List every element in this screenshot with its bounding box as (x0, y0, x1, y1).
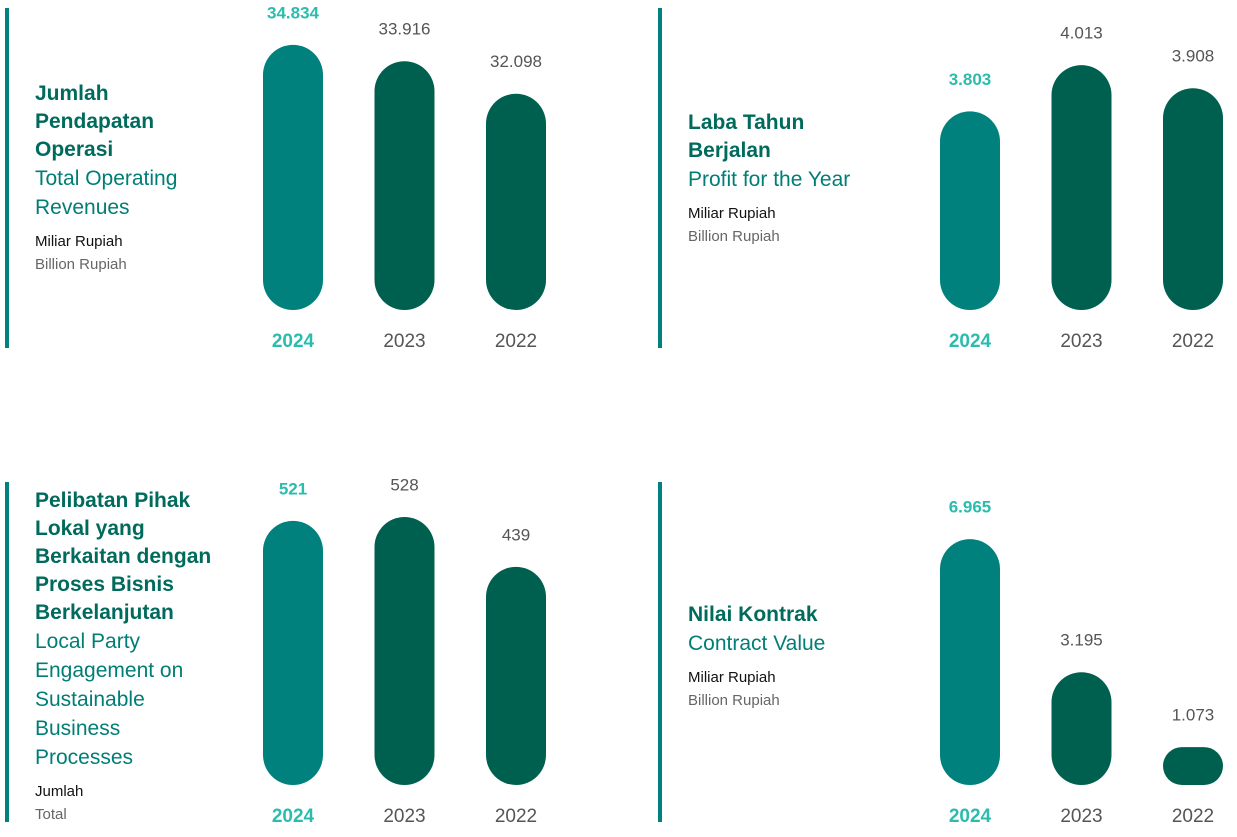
bar (940, 111, 1000, 310)
panel-subtitle: Total Operating Revenues (35, 167, 178, 219)
x-tick-label: 2022 (495, 331, 537, 352)
unit-label: Total (35, 805, 67, 823)
panel-subtitle: Contract Value (688, 631, 826, 655)
value-label: 521 (279, 479, 307, 498)
panel-title: Pelibatan Pihak Lokal yang Berkaitan den… (35, 488, 212, 624)
panel-text: Jumlah Pendapatan Operasi Total Operating… (35, 0, 215, 356)
panel-rule (5, 8, 9, 348)
x-tick-label: 2024 (272, 806, 315, 827)
x-tick-label: 2023 (1060, 331, 1102, 352)
bar (486, 93, 546, 310)
unit-label: Billion Rupiah (688, 691, 780, 709)
bar (374, 516, 435, 785)
panel-subtitle: Profit for the Year (688, 167, 851, 191)
value-label: 6.965 (949, 498, 992, 517)
bar (374, 61, 435, 311)
panel-rule (5, 482, 9, 822)
x-tick-label: 2023 (383, 806, 425, 827)
x-tick-label: 2024 (272, 331, 315, 352)
unit-label: Billion Rupiah (688, 227, 780, 245)
panel-title: Nilai Kontrak (688, 602, 818, 626)
x-tick-label: 2023 (1060, 806, 1102, 827)
value-label: 3.803 (949, 70, 992, 89)
unit-label: Jumlah (35, 782, 84, 800)
panel-text: Pelibatan Pihak Lokal yang Berkaitan den… (35, 475, 230, 837)
value-label: 3.195 (1060, 631, 1103, 650)
unit-label: Miliar Rupiah (688, 668, 776, 686)
value-label: 3.908 (1172, 47, 1215, 66)
bar (263, 44, 323, 310)
value-label: 32.098 (490, 52, 542, 71)
value-label: 528 (390, 475, 418, 494)
x-tick-label: 2022 (1172, 331, 1214, 352)
panel-text: Laba Tahun Berjalan Profit for the Year Mi… (688, 0, 888, 356)
bar (263, 520, 323, 785)
unit-label: Miliar Rupiah (688, 204, 776, 222)
value-label: 1.073 (1172, 706, 1215, 725)
panel-subtitle: Local Party Engagement on Sustainable Bu… (35, 629, 184, 769)
bar (1051, 65, 1112, 310)
bar (486, 566, 546, 785)
panel-rule (658, 8, 662, 348)
bar (1051, 672, 1112, 785)
panel-title: Jumlah Pendapatan Operasi (35, 82, 155, 161)
x-tick-label: 2022 (495, 806, 537, 827)
x-tick-label: 2024 (949, 331, 992, 352)
unit-label: Miliar Rupiah (35, 233, 123, 250)
x-tick-label: 2023 (383, 331, 425, 352)
x-tick-label: 2022 (1172, 806, 1214, 827)
value-label: 33.916 (379, 20, 431, 39)
panel-rule (658, 482, 662, 822)
bar (940, 539, 1000, 785)
bar (1163, 747, 1223, 785)
value-label: 439 (502, 525, 530, 544)
bar (1163, 88, 1223, 311)
x-tick-label: 2024 (949, 806, 992, 827)
panel-title: Laba Tahun Berjalan (688, 110, 805, 162)
unit-label: Billion Rupiah (35, 256, 127, 273)
value-label: 34.834 (267, 3, 320, 22)
panel-text: Nilai Kontrak Contract Value Miliar Rupiah… (688, 475, 888, 837)
value-label: 4.013 (1060, 24, 1103, 43)
